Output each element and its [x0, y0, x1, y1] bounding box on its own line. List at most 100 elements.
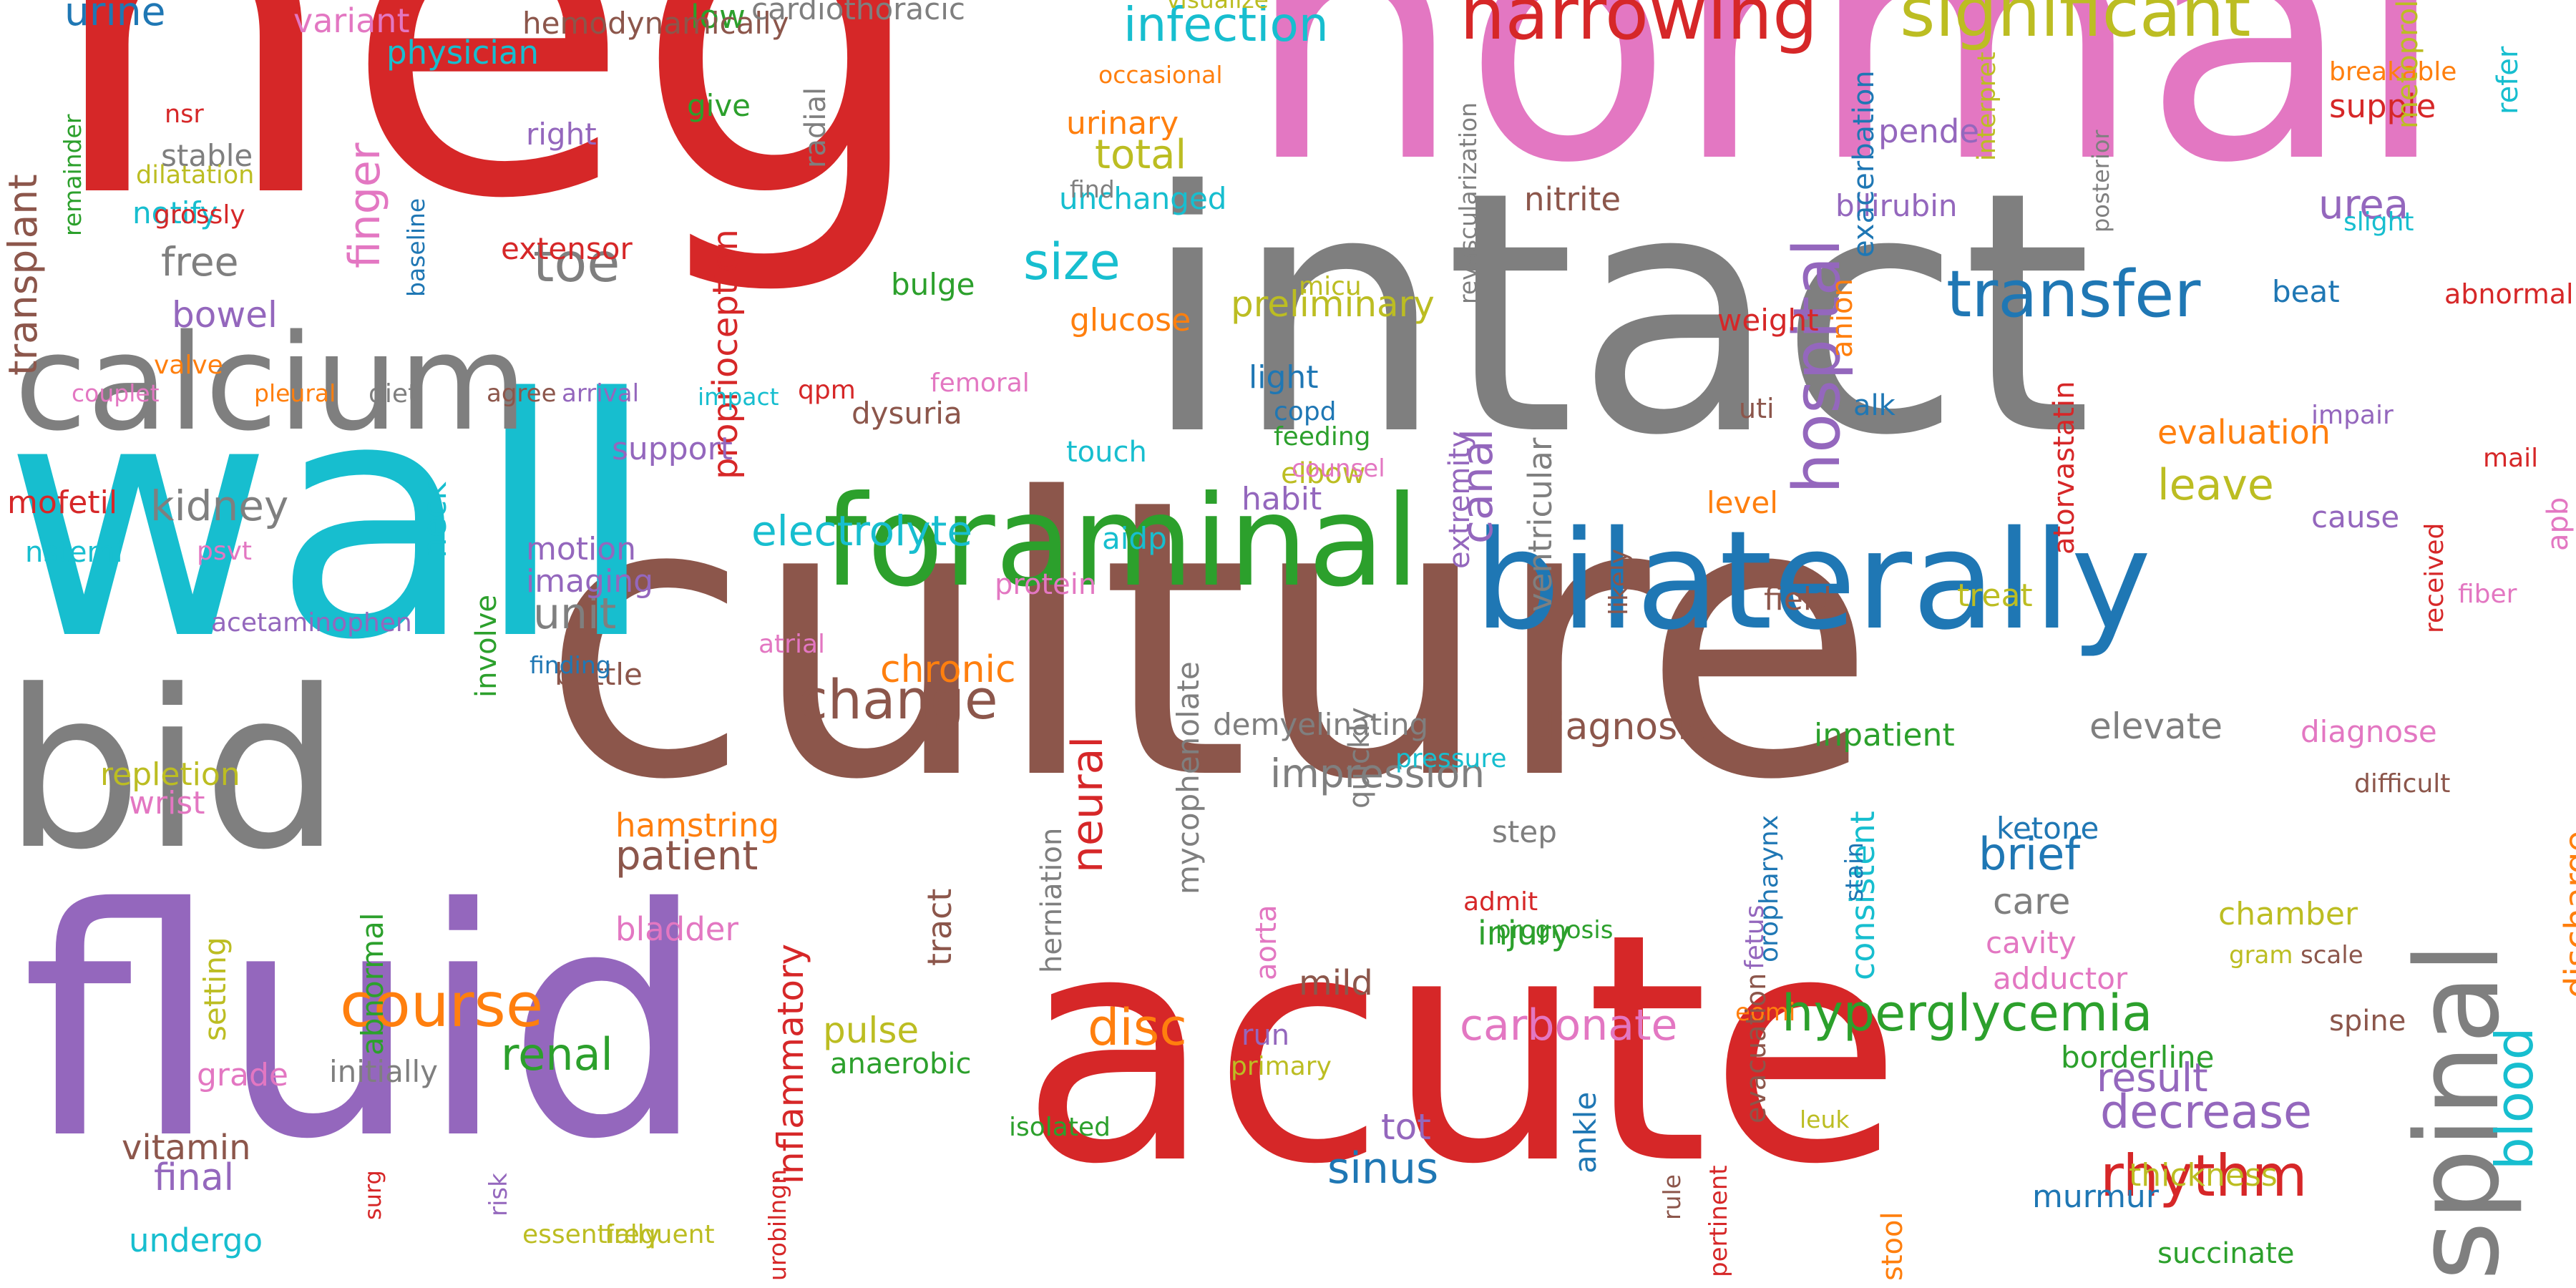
- word-grossly: grossly: [154, 200, 245, 230]
- word-psvt: psvt: [197, 536, 253, 566]
- word-acute: acute: [1020, 867, 1903, 1233]
- word-slight: slight: [2343, 207, 2414, 237]
- word-notify: notify: [132, 195, 218, 230]
- word-finger: finger: [340, 142, 390, 269]
- word-interpret: interpret: [1973, 52, 2001, 161]
- word-wall: wall: [4, 329, 658, 712]
- word-hospital: hospital: [1780, 238, 1855, 494]
- word-fiber: fiber: [2458, 579, 2517, 609]
- word-elbow: elbow: [1281, 457, 1366, 490]
- word-neck: neck: [416, 481, 454, 558]
- word-diagnosis: diagnosis: [1531, 705, 1707, 748]
- word-physician: physician: [386, 34, 540, 72]
- word-injury: injury: [1478, 913, 1571, 952]
- word-course: course: [340, 970, 544, 1041]
- word-succinate: succinate: [2157, 1237, 2295, 1270]
- word-inflammatory: inflammatory: [770, 943, 811, 1184]
- word-electrolyte: electrolyte: [751, 507, 973, 556]
- word-give: give: [687, 87, 751, 123]
- word-ketone: ketone: [1996, 810, 2099, 846]
- word-eomi: eomi: [1735, 998, 1796, 1028]
- word-occasional: occasional: [1098, 61, 1223, 89]
- word-diet: diet: [369, 379, 419, 409]
- word-impact: impact: [698, 383, 779, 411]
- word-infection: infection: [1123, 0, 1329, 52]
- word-refer: refer: [2492, 46, 2524, 114]
- word-metoprolol: metoprolol: [2391, 0, 2424, 129]
- word-evaluation: evaluation: [2157, 412, 2331, 452]
- word-nstemi: nstemi: [25, 536, 123, 569]
- word-neural: neural: [1063, 736, 1113, 873]
- word-aidp: aidp: [1102, 520, 1167, 556]
- word-abnormality: abnormality: [2444, 278, 2576, 311]
- word-right: right: [526, 116, 597, 152]
- word-counsel: counsel: [1292, 454, 1385, 484]
- word-culture: culture: [540, 418, 1878, 864]
- word-apb: apb: [2542, 497, 2575, 551]
- word-bulge: bulge: [891, 266, 975, 302]
- word-pressure: pressure: [1395, 743, 1507, 774]
- word-intact: intact: [1141, 120, 2093, 508]
- word-leave: leave: [2157, 460, 2274, 510]
- word-visualize: visualize: [1166, 0, 1269, 11]
- word-nitrite: nitrite: [1524, 180, 1621, 218]
- word-feeding: feeding: [1274, 421, 1371, 452]
- word-initially: initially: [329, 1053, 439, 1089]
- word-rule: rule: [1658, 1174, 1686, 1220]
- word-weight: weight: [1717, 302, 1819, 338]
- word-ventricular: ventricular: [1521, 437, 1559, 612]
- word-dilatation: dilatation: [136, 161, 255, 190]
- word-fetus: fetus: [1740, 904, 1770, 970]
- word-bid: bid: [4, 643, 341, 897]
- word-copd: copd: [1274, 396, 1337, 426]
- word-narrowing: narrowing: [1460, 0, 1818, 56]
- word-agree: agree: [487, 379, 557, 409]
- word-impression: impression: [1270, 751, 1485, 796]
- word-stain: stain: [1840, 842, 1869, 902]
- word-surg: surg: [359, 1170, 386, 1220]
- word-variant: variant: [293, 1, 410, 40]
- word-hemodynamically: hemodynamically: [522, 5, 789, 41]
- word-leuk: leuk: [1800, 1106, 1850, 1134]
- word-touch: touch: [1066, 436, 1147, 469]
- word-habit: habit: [1241, 481, 1322, 518]
- word-atorvastatin: atorvastatin: [2048, 381, 2081, 555]
- word-difficult: difficult: [2354, 769, 2451, 799]
- word-anaerobic: anaerobic: [830, 1048, 972, 1080]
- word-exacerbation: exacerbation: [1848, 70, 1880, 258]
- word-hamstring: hamstring: [615, 806, 780, 844]
- word-urinary: urinary: [1066, 105, 1179, 142]
- word-transplant: transplant: [0, 174, 46, 376]
- word-total: total: [1095, 131, 1187, 178]
- word-breakable: breakable: [2329, 57, 2457, 87]
- word-normal: normal: [1245, 0, 2449, 238]
- word-beat: beat: [2272, 273, 2340, 309]
- word-chronic: chronic: [880, 648, 1016, 691]
- word-tot: tot: [1381, 1106, 1431, 1148]
- word-involve: involve: [470, 594, 503, 698]
- word-isolated: isolated: [1009, 1112, 1111, 1142]
- word-supple: supple: [2329, 87, 2436, 125]
- word-run: run: [1241, 1019, 1290, 1052]
- word-extensor: extensor: [501, 230, 633, 266]
- word-undergo: undergo: [129, 1221, 263, 1259]
- word-likely: likely: [1604, 548, 1634, 615]
- word-calcium: calcium: [14, 306, 528, 460]
- word-unit: unit: [533, 589, 617, 639]
- word-grade: grade: [197, 1057, 288, 1094]
- word-significant: significant: [1900, 0, 2251, 52]
- word-setting: setting: [197, 937, 233, 1041]
- word-pende: pende: [1878, 112, 1980, 150]
- word-free: free: [161, 239, 239, 285]
- word-renal: renal: [501, 1028, 613, 1080]
- word-acetaminophen: acetaminophen: [211, 608, 412, 638]
- word-uti: uti: [1739, 393, 1775, 425]
- word-diagnose: diagnose: [2301, 713, 2437, 749]
- word-valve: valve: [154, 350, 223, 380]
- word-revascularization: revascularization: [1454, 102, 1482, 304]
- word-kidney: kidney: [150, 482, 289, 531]
- word-hyperglycemia: hyperglycemia: [1782, 984, 2153, 1043]
- word-find: find: [1070, 175, 1115, 204]
- word-mycophenolate: mycophenolate: [1171, 661, 1206, 894]
